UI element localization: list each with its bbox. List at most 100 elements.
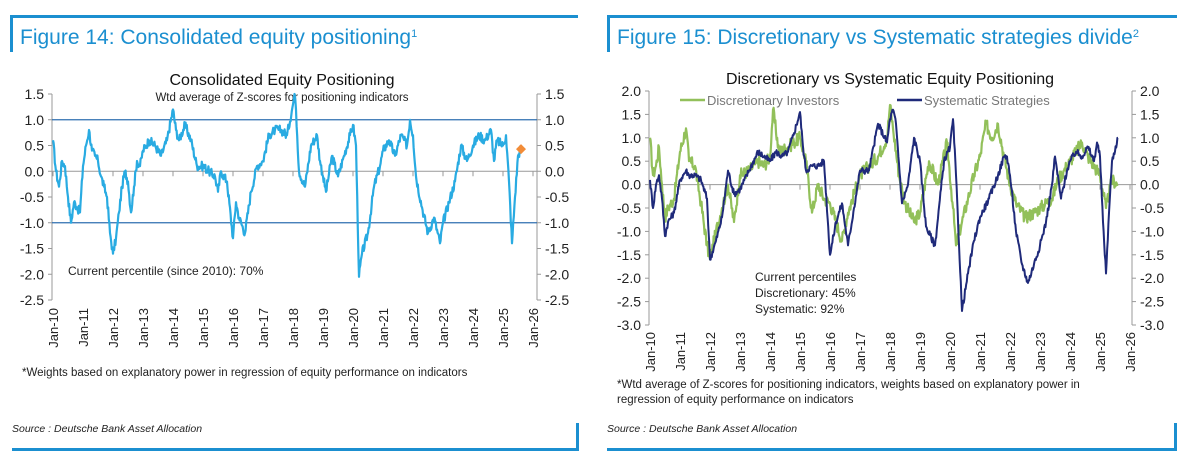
x-tick-label: Jan-15 bbox=[793, 332, 808, 372]
source-note: Source : Deutsche Bank Asset Allocation bbox=[12, 423, 203, 435]
legend-label-discretionary: Discretionary Investors bbox=[707, 93, 840, 108]
x-tick-label: Jan-26 bbox=[526, 308, 541, 348]
percentile-annotation-line: Discretionary: 45% bbox=[755, 286, 856, 300]
y-tick-label-right: -1.5 bbox=[1140, 247, 1164, 263]
x-tick-label: Jan-17 bbox=[853, 332, 868, 372]
right-accent-bar bbox=[1174, 423, 1177, 451]
y-tick-label-left: 1.0 bbox=[25, 112, 45, 128]
series-line-discretionary-investors bbox=[648, 103, 1119, 261]
y-tick-label-left: 1.5 bbox=[622, 106, 642, 122]
figure-title: Figure 15: Discretionary vs Systematic s… bbox=[617, 26, 1139, 50]
y-tick-label-left: -2.0 bbox=[20, 266, 44, 282]
y-tick-label-left: -0.5 bbox=[20, 189, 44, 205]
y-tick-label-left: 1.0 bbox=[622, 130, 642, 146]
top-accent-rule bbox=[10, 15, 578, 18]
y-tick-label-left: -2.5 bbox=[617, 294, 641, 310]
y-tick-label-right: -2.5 bbox=[1140, 294, 1164, 310]
y-tick-label-right: 0.0 bbox=[545, 163, 565, 179]
x-tick-label: Jan-18 bbox=[286, 308, 301, 348]
right-accent-bar bbox=[576, 423, 579, 451]
figure-footnote-ref: 1 bbox=[411, 28, 418, 40]
percentile-annotation-line: Current percentiles bbox=[755, 270, 856, 284]
x-tick-label: Jan-11 bbox=[673, 332, 688, 371]
y-tick-label-right: 1.5 bbox=[1140, 106, 1160, 122]
x-tick-label: Jan-18 bbox=[883, 332, 898, 372]
y-tick-label-right: 2.0 bbox=[1140, 83, 1160, 99]
y-tick-label-right: 1.5 bbox=[545, 86, 565, 102]
left-accent-bar bbox=[10, 15, 13, 52]
y-tick-label-right: 0.0 bbox=[1140, 177, 1160, 193]
series-line-consolidated-equity-positioning bbox=[51, 92, 523, 278]
y-tick-label-left: -1.0 bbox=[617, 223, 641, 239]
x-tick-label: Jan-12 bbox=[703, 332, 718, 372]
figure-15-panel: Figure 15: Discretionary vs Systematic s… bbox=[595, 0, 1190, 459]
x-tick-label: Jan-20 bbox=[943, 332, 958, 372]
y-tick-label-right: 1.0 bbox=[1140, 130, 1160, 146]
chart-title: Discretionary vs Systematic Equity Posit… bbox=[726, 71, 1054, 88]
footnote-line-2: regression of equity performance on indi… bbox=[617, 394, 854, 406]
chart-subtitle: Wtd average of Z-scores for positioning … bbox=[155, 92, 408, 104]
percentile-annotation-line: Systematic: 92% bbox=[755, 302, 845, 316]
x-tick-label: Jan-15 bbox=[196, 308, 211, 348]
footnote-line-1: *Wtd average of Z-scores for positioning… bbox=[617, 379, 1080, 391]
current-percentile-annotation: Current percentile (since 2010): 70% bbox=[68, 264, 264, 278]
y-tick-label-left: -1.5 bbox=[617, 247, 641, 263]
x-tick-label: Jan-13 bbox=[136, 308, 151, 348]
x-tick-label: Jan-16 bbox=[823, 332, 838, 372]
x-tick-label: Jan-23 bbox=[436, 308, 451, 348]
y-tick-label-left: 0.5 bbox=[622, 153, 642, 169]
x-tick-label: Jan-13 bbox=[733, 332, 748, 372]
y-tick-label-left: -2.0 bbox=[617, 270, 641, 286]
y-tick-label-right: -2.0 bbox=[545, 266, 569, 282]
y-tick-label-right: -3.0 bbox=[1140, 317, 1164, 333]
y-tick-label-right: 0.5 bbox=[1140, 153, 1160, 169]
x-tick-label: Jan-14 bbox=[166, 308, 181, 348]
y-tick-label-right: -1.0 bbox=[1140, 223, 1164, 239]
y-tick-label-right: -2.0 bbox=[1140, 270, 1164, 286]
figure-14-panel: Figure 14: Consolidated equity positioni… bbox=[0, 0, 590, 459]
x-tick-label: Jan-17 bbox=[256, 308, 271, 348]
x-tick-label: Jan-21 bbox=[376, 308, 391, 348]
chart-footnote: *Wtd average of Z-scores for positioning… bbox=[617, 378, 1080, 408]
figure-title-text: Figure 15: Discretionary vs Systematic s… bbox=[617, 26, 1133, 49]
x-tick-label: Jan-10 bbox=[643, 332, 658, 372]
figure-footnote-ref: 2 bbox=[1132, 28, 1139, 40]
x-tick-label: Jan-20 bbox=[346, 308, 361, 348]
y-tick-label-right: 1.0 bbox=[545, 112, 565, 128]
chart-footnote: *Weights based on explanatory power in r… bbox=[22, 367, 468, 379]
y-tick-label-right: -2.5 bbox=[545, 292, 569, 308]
series-line-systematic-strategies bbox=[649, 108, 1119, 312]
x-tick-label: Jan-16 bbox=[226, 308, 241, 348]
x-tick-label: Jan-22 bbox=[1003, 332, 1018, 372]
x-tick-label: Jan-14 bbox=[763, 332, 778, 372]
x-tick-label: Jan-10 bbox=[46, 308, 61, 348]
figure-title-text: Figure 14: Consolidated equity positioni… bbox=[20, 26, 412, 49]
source-note: Source : Deutsche Bank Asset Allocation bbox=[607, 423, 798, 435]
x-tick-label: Jan-11 bbox=[76, 308, 91, 347]
x-tick-label: Jan-22 bbox=[406, 308, 421, 348]
legend-label-systematic: Systematic Strategies bbox=[924, 93, 1050, 108]
consolidated-positioning-chart: Consolidated Equity Positioning Wtd avera… bbox=[20, 72, 569, 348]
discretionary-vs-systematic-chart: Discretionary vs Systematic Equity Posit… bbox=[617, 71, 1164, 372]
x-tick-label: Jan-26 bbox=[1123, 332, 1138, 372]
y-tick-label-left: 1.5 bbox=[25, 86, 45, 102]
x-tick-label: Jan-25 bbox=[1093, 332, 1108, 372]
y-tick-label-right: -0.5 bbox=[545, 189, 569, 205]
x-tick-label: Jan-24 bbox=[1063, 332, 1078, 372]
bottom-accent-rule bbox=[607, 448, 1177, 451]
y-tick-label-left: -2.5 bbox=[20, 292, 44, 308]
y-tick-label-right: -1.5 bbox=[545, 241, 569, 257]
x-tick-label: Jan-23 bbox=[1033, 332, 1048, 372]
x-tick-label: Jan-21 bbox=[973, 332, 988, 372]
current-value-marker bbox=[516, 144, 526, 155]
x-tick-label: Jan-12 bbox=[106, 308, 121, 348]
y-tick-label-left: 0.0 bbox=[622, 177, 642, 193]
y-tick-label-left: -1.0 bbox=[20, 215, 44, 231]
y-tick-label-right: -1.0 bbox=[545, 215, 569, 231]
y-tick-label-left: 0.5 bbox=[25, 138, 45, 154]
chart-title: Consolidated Equity Positioning bbox=[169, 72, 394, 89]
y-tick-label-left: 0.0 bbox=[25, 163, 45, 179]
y-tick-label-left: -0.5 bbox=[617, 200, 641, 216]
x-tick-label: Jan-24 bbox=[466, 308, 481, 348]
top-accent-rule bbox=[607, 15, 1177, 18]
